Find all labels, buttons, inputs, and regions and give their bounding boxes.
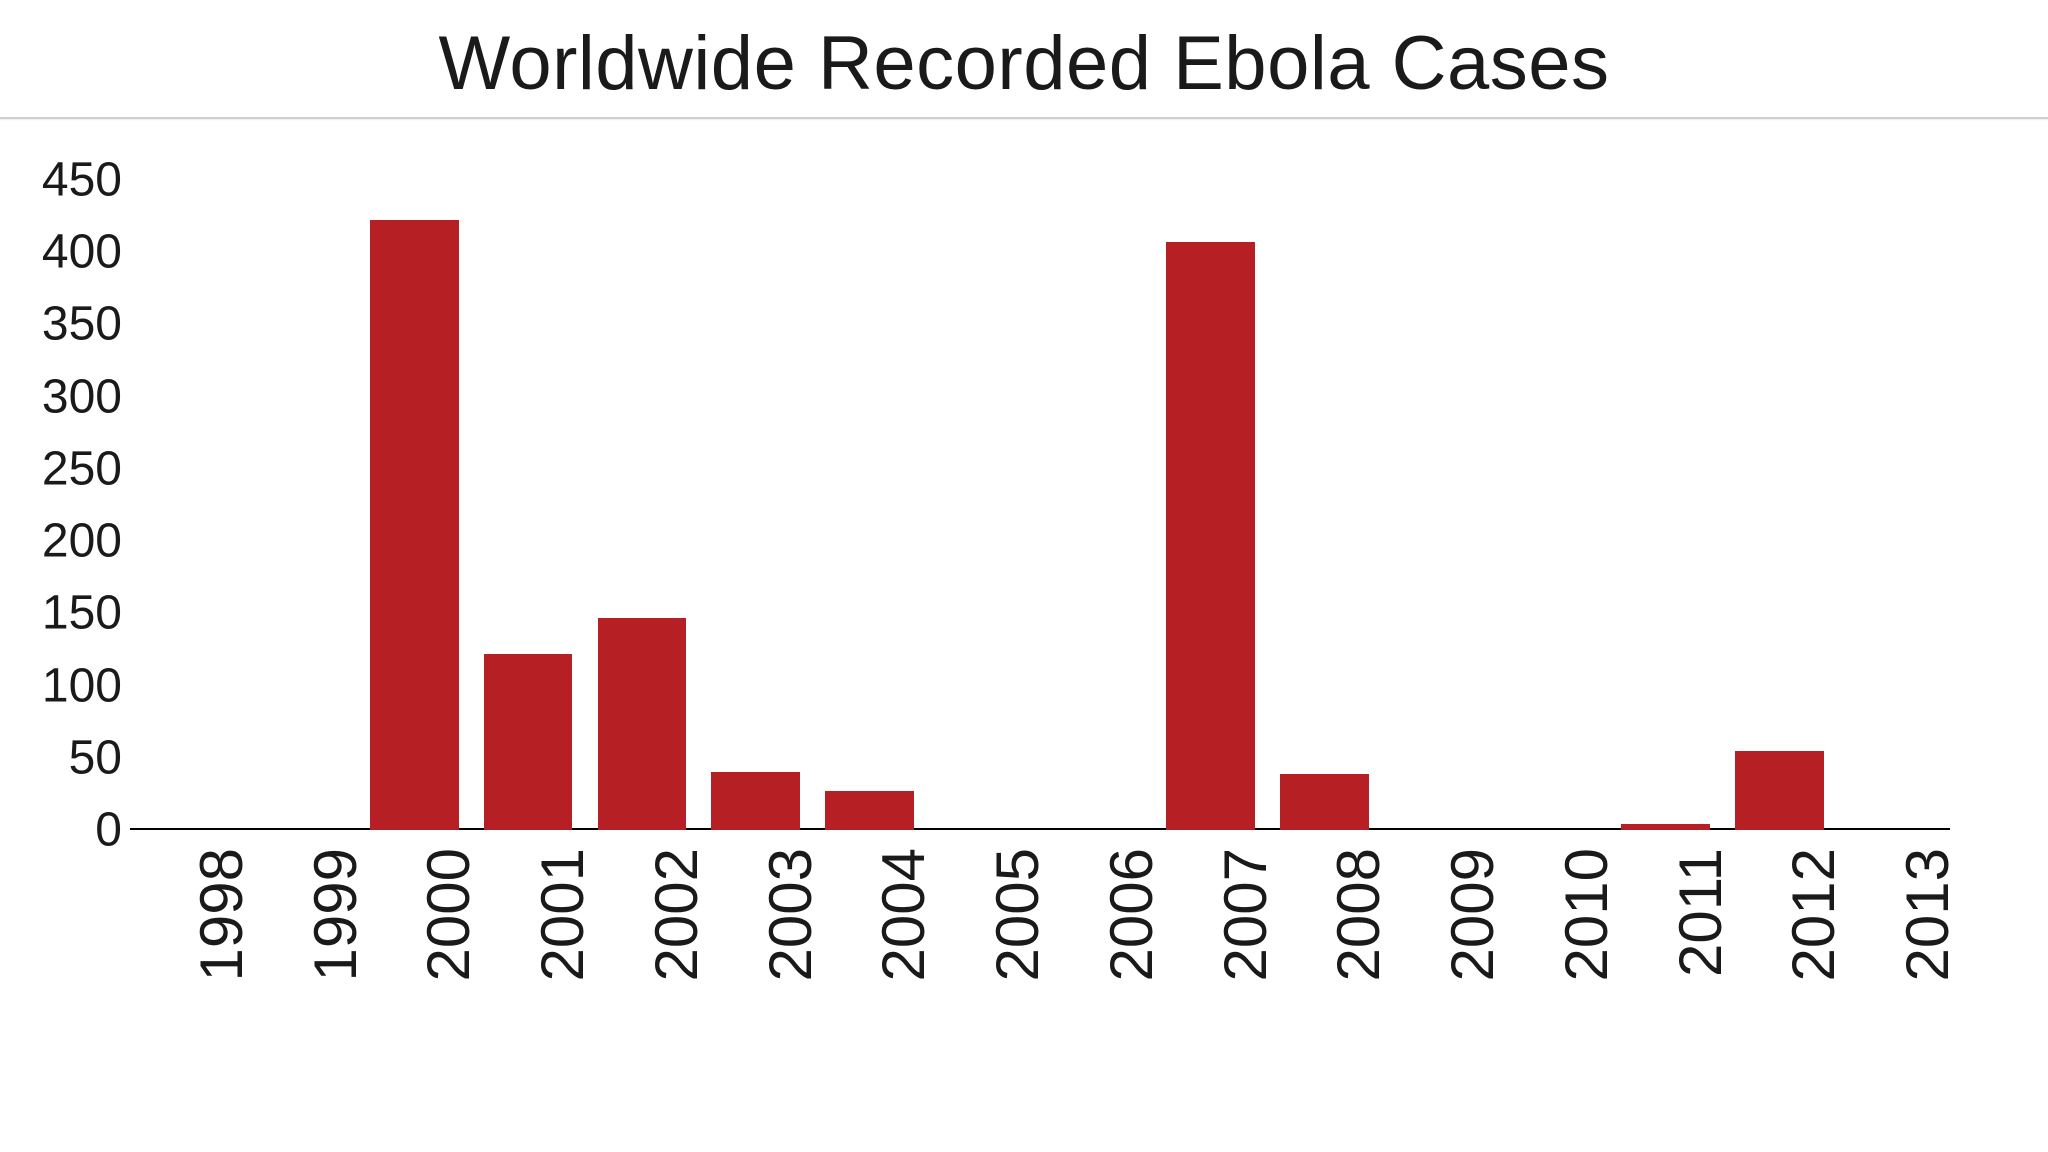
y-tick-label: 300	[42, 369, 130, 424]
y-tick-label: 350	[42, 297, 130, 352]
plot-area: 0501001502002503003504004501998199920002…	[130, 180, 1950, 830]
bar	[1280, 774, 1369, 830]
y-tick-label: 250	[42, 441, 130, 496]
bar	[484, 654, 573, 830]
bar	[1735, 751, 1824, 830]
x-tick-label: 2004	[869, 848, 938, 981]
x-tick-label: 2009	[1438, 848, 1507, 981]
y-tick-label: 150	[42, 586, 130, 641]
x-tick-label: 2001	[528, 848, 597, 981]
bar	[1621, 824, 1710, 830]
chart-title: Worldwide Recorded Ebola Cases	[0, 0, 2048, 117]
bar	[825, 791, 914, 830]
x-tick-label: 2002	[642, 848, 711, 981]
x-tick-label: 1998	[187, 848, 256, 981]
chart-container: Worldwide Recorded Ebola Cases 050100150…	[0, 0, 2048, 1152]
bar	[711, 772, 800, 830]
x-tick-label: 2007	[1211, 848, 1280, 981]
x-tick-label: 2008	[1324, 848, 1393, 981]
x-tick-label: 2012	[1779, 848, 1848, 981]
bar	[370, 220, 459, 830]
x-tick-label: 2010	[1552, 848, 1621, 981]
y-tick-label: 0	[95, 803, 130, 858]
title-separator	[0, 117, 2048, 119]
y-tick-label: 50	[69, 730, 130, 785]
x-tick-label: 1999	[301, 848, 370, 981]
y-tick-label: 200	[42, 514, 130, 569]
x-tick-label: 2011	[1666, 848, 1735, 977]
x-tick-label: 2013	[1893, 848, 1962, 981]
y-tick-label: 100	[42, 658, 130, 713]
x-tick-label: 2006	[1097, 848, 1166, 981]
x-tick-label: 2000	[414, 848, 483, 981]
bar	[1166, 242, 1255, 830]
bar	[598, 618, 687, 830]
y-tick-label: 400	[42, 225, 130, 280]
y-tick-label: 450	[42, 153, 130, 208]
x-tick-label: 2003	[756, 848, 825, 981]
x-tick-label: 2005	[983, 848, 1052, 981]
